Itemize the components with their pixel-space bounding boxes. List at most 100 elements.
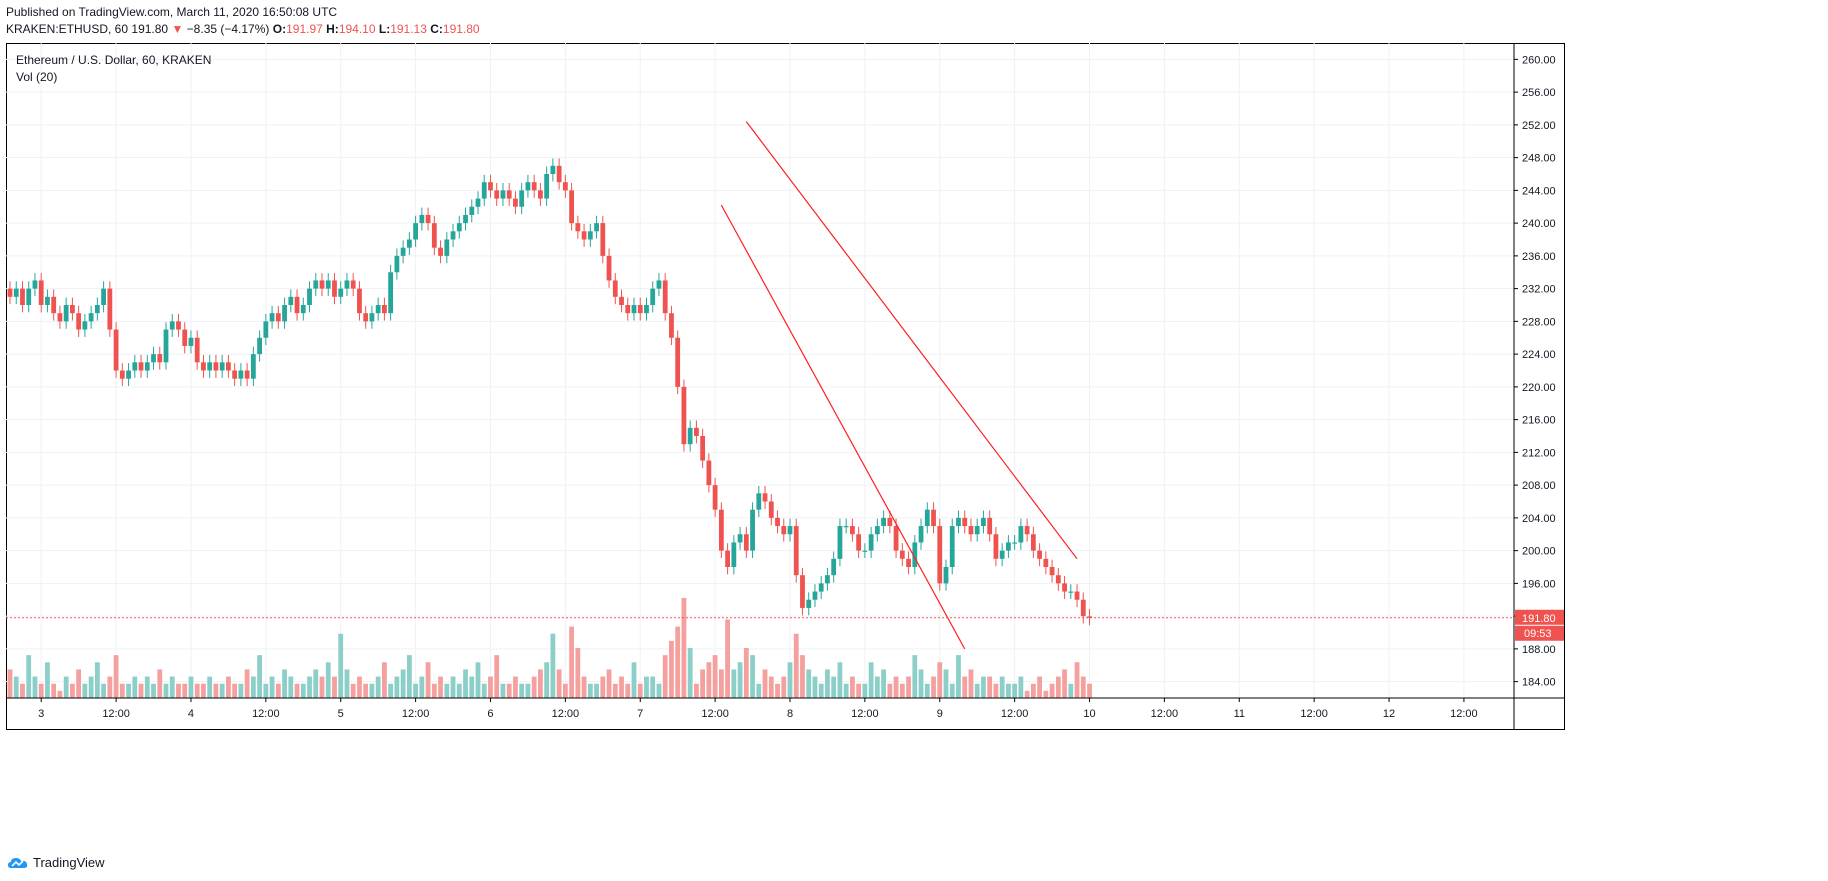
candle-body [132, 362, 138, 371]
volume-bar [812, 676, 818, 698]
volume-bar [837, 662, 843, 698]
volume-bar [1068, 683, 1074, 698]
volume-bar [918, 669, 924, 698]
volume-bar [425, 662, 431, 698]
candle-body [119, 370, 125, 379]
candle-body [681, 386, 687, 445]
volume-bar [750, 655, 755, 698]
volume-bar [531, 676, 537, 698]
volume-bar [662, 655, 668, 698]
price-tick-label: 220.00 [1522, 382, 1556, 394]
candle-body [319, 280, 325, 289]
candle-body [400, 247, 406, 256]
candle-body [974, 526, 980, 535]
candle-body [850, 526, 855, 535]
volume-bar [737, 662, 743, 698]
candle-body [363, 313, 369, 322]
candle-body [282, 305, 287, 322]
candle-body [1049, 567, 1055, 576]
candle-body [887, 517, 893, 527]
volume-bar [107, 676, 113, 698]
candle-body [413, 223, 418, 240]
volume-bar [1012, 683, 1018, 698]
candle-body [644, 305, 649, 314]
volume-bar [818, 683, 824, 698]
candle-body [344, 280, 350, 289]
candle-body [201, 362, 206, 371]
volume-bar [506, 683, 512, 698]
volume-bar [413, 683, 418, 698]
candle-body [893, 526, 899, 551]
candle-body [144, 362, 150, 371]
volume-bar [1055, 676, 1061, 698]
candle-body [538, 190, 543, 199]
candle-body [450, 231, 456, 240]
volume-bar [431, 683, 437, 698]
volume-bar [519, 683, 525, 698]
candle-body [862, 550, 868, 552]
price-tick-label: 232.00 [1522, 284, 1556, 296]
candle-body [718, 509, 724, 551]
volume-bar [1062, 669, 1067, 698]
volume-bar [949, 683, 955, 698]
candle-body [606, 255, 612, 281]
candle-body [213, 362, 219, 371]
candle-body [756, 493, 762, 510]
candle-body [500, 190, 506, 199]
volume-bar [194, 683, 200, 698]
volume-bar [456, 683, 462, 698]
candle-body [51, 296, 57, 314]
volume-bar [1030, 683, 1036, 698]
time-tick-label: 4 [188, 708, 194, 720]
volume-bar [7, 669, 13, 698]
volume-bar [550, 633, 556, 698]
volume-bar [188, 676, 194, 698]
low-label: L: [378, 22, 391, 36]
volume-bar [369, 683, 375, 698]
candle-body [481, 182, 487, 199]
last-price: 191.80 [131, 22, 169, 36]
volume-bar [38, 683, 44, 698]
volume-bar [625, 683, 631, 698]
volume-bar [357, 676, 362, 698]
candle-body [1062, 583, 1067, 592]
volume-bar [538, 669, 543, 698]
volume-bar [993, 683, 999, 698]
time-tick-label: 12:00 [1151, 708, 1179, 720]
candle-body [843, 526, 849, 528]
volume-bar [775, 683, 780, 698]
candle-body [874, 526, 880, 535]
candle-body [906, 558, 911, 567]
close-label: C: [430, 22, 443, 36]
last-price-tag [1515, 609, 1564, 625]
candles [7, 158, 1092, 626]
volume-bars [7, 598, 1092, 698]
chart-frame[interactable]: 260.00 256.00 252.00 248.00 244.00 240.00 236.… [6, 43, 1824, 848]
time-tick-label: 8 [787, 708, 793, 720]
candle-body [32, 280, 38, 289]
volume-bar [637, 683, 643, 698]
candle-body [138, 362, 144, 371]
time-tick-label: 5 [338, 708, 344, 720]
volume-bar [275, 683, 281, 698]
time-tick-label: 12:00 [851, 708, 879, 720]
volume-bar [101, 683, 106, 698]
candle-body [743, 534, 749, 551]
volume-bar [406, 655, 412, 698]
volume-bar [1024, 690, 1030, 698]
candle-body [238, 370, 244, 379]
volume-bar [400, 669, 406, 698]
price-tick-label: 248.00 [1522, 153, 1556, 165]
volume-bar [182, 683, 188, 698]
candle-body [587, 231, 593, 240]
volume-bar [806, 669, 812, 698]
candle-body [406, 239, 412, 248]
candle-body [7, 288, 13, 297]
volume-bar [781, 676, 787, 698]
candle-body [169, 321, 175, 330]
chart-svg[interactable]: 260.00 256.00 252.00 248.00 244.00 240.00 236.… [6, 43, 1824, 843]
volume-bar [974, 683, 980, 698]
candle-body [637, 305, 643, 314]
candle-body [257, 337, 262, 355]
volume-bar [513, 676, 518, 698]
